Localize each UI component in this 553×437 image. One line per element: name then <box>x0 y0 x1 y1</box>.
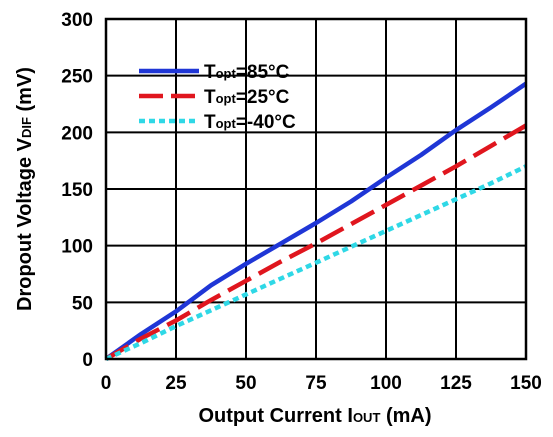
x-tick-label: 75 <box>305 373 327 394</box>
x-tick-label: 50 <box>235 373 256 394</box>
y-axis-label: Dropout Voltage VDIF (mV) <box>14 67 36 311</box>
x-tick-label: 150 <box>510 373 542 394</box>
y-tick-label: 250 <box>61 67 93 88</box>
y-tick-label: 300 <box>61 10 93 31</box>
y-tick-labels: 0 50 100 150 200 250 300 <box>61 10 93 371</box>
series-lines <box>104 81 528 362</box>
y-tick-label: 50 <box>72 293 93 314</box>
series-line-3 <box>105 164 527 362</box>
y-tick-label: 100 <box>61 237 93 258</box>
y-tick-label: 150 <box>61 180 93 201</box>
x-tick-label: 25 <box>165 373 187 394</box>
x-tick-label: 125 <box>440 373 472 394</box>
legend: Topt=85°C Topt=25°C Topt=-40°C <box>139 62 296 133</box>
x-tick-labels: 0 25 50 75 100 125 150 <box>101 373 542 394</box>
x-tick-label: 0 <box>101 373 112 394</box>
y-tick-label: 0 <box>82 350 93 371</box>
series-line-2 <box>104 123 528 361</box>
y-tick-label: 200 <box>61 123 93 144</box>
legend-label-1: Topt=85°C <box>204 62 290 83</box>
legend-label-2: Topt=25°C <box>204 87 290 108</box>
series-line-1 <box>104 81 528 361</box>
plot-frame <box>104 17 528 361</box>
x-axis-label: Output Current IOUT (mA) <box>199 405 432 427</box>
x-tick-label: 100 <box>370 373 402 394</box>
legend-label-3: Topt=-40°C <box>204 112 296 133</box>
